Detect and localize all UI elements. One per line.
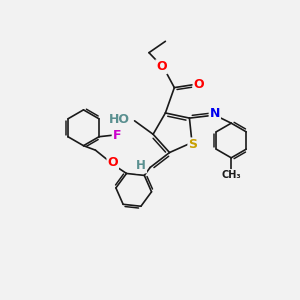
Text: F: F [113,129,121,142]
Text: CH₃: CH₃ [221,170,241,180]
Text: HO: HO [109,113,130,126]
Text: S: S [188,138,197,152]
Text: O: O [194,78,204,91]
Text: N: N [210,107,220,120]
Text: H: H [136,160,146,172]
Text: O: O [107,156,118,169]
Text: O: O [156,60,167,73]
